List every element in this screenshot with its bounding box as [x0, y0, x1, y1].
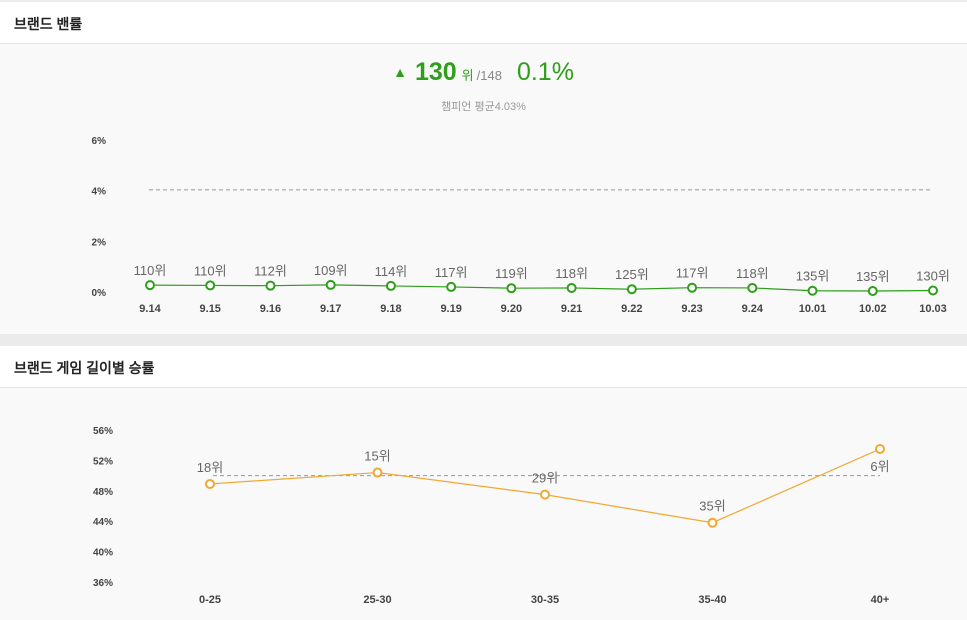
rank-data-label: 135위 — [856, 269, 890, 284]
ban-rate-value: 0.1% — [516, 58, 574, 86]
rank-data-label: 125위 — [615, 267, 649, 282]
data-point — [928, 285, 938, 296]
x-tick-label: 9.14 — [139, 303, 161, 315]
x-tick-label: 10.02 — [859, 303, 887, 315]
data-point — [687, 282, 698, 293]
x-tick-label: 25-30 — [363, 594, 391, 606]
x-tick-label: 9.18 — [380, 303, 401, 315]
rank-data-label: 114위 — [375, 264, 408, 279]
rank-data-label: 112위 — [254, 264, 287, 279]
x-tick-label: 9.21 — [561, 303, 582, 315]
series-line — [149, 284, 934, 292]
data-point — [626, 284, 637, 295]
rank-data-label: 117위 — [435, 265, 468, 280]
x-tick-label: 9.24 — [742, 303, 764, 315]
rank-data-label: 6위 — [870, 459, 889, 474]
ban-rate-panel: 브랜드 밴률 ▲ 130 위 /148 0.1% 챔피언 평균4.03% 0% 2… — [0, 0, 967, 315]
x-tick-label: 35-40 — [698, 594, 726, 606]
rank-data-label: 130위 — [916, 268, 950, 283]
y-tick-label: 2% — [92, 237, 107, 248]
x-tick-label: 9.19 — [440, 303, 461, 315]
game-length-title: 브랜드 게임 길이별 승률 — [14, 360, 155, 376]
y-tick-label: 52% — [93, 456, 113, 467]
rank-data-label: 110위 — [194, 263, 227, 278]
ban-rate-chart: 0% 2% 4% 6% 9.14 9.15 9.16 9.17 9.18 9.19 9.20 9.21… — [92, 136, 950, 315]
x-tick-label: 9.22 — [621, 303, 642, 315]
ban-rate-header: 브랜드 밴률 — [0, 2, 967, 44]
x-tick-label: 30-35 — [531, 594, 559, 606]
x-tick-label: 9.16 — [260, 303, 281, 315]
data-point — [540, 489, 550, 500]
data-point — [205, 478, 215, 489]
game-length-header: 브랜드 게임 길이별 승률 — [0, 346, 967, 388]
data-point — [506, 283, 517, 294]
x-tick-label: 9.17 — [320, 303, 341, 315]
rank-value: 130 — [414, 58, 457, 86]
series-line — [209, 448, 881, 524]
rank-data-label: 15위 — [364, 449, 390, 464]
data-point — [325, 279, 336, 290]
x-tick-label: 0-25 — [199, 594, 221, 606]
data-point — [807, 285, 818, 296]
x-tick-label: 10.01 — [799, 303, 827, 315]
x-tick-label: 9.23 — [681, 303, 702, 315]
champion-average-note: 챔피언 평균4.03% — [441, 101, 526, 113]
x-tick-label: 40+ — [871, 594, 890, 606]
data-point — [205, 280, 216, 291]
rank-data-label: 118위 — [736, 266, 769, 281]
x-tick-label: 9.15 — [200, 303, 221, 315]
rank-data-label: 119위 — [495, 266, 528, 281]
y-tick-label: 0% — [92, 288, 107, 299]
rank-data-label: 117위 — [676, 266, 709, 281]
rank-data-label: 18위 — [197, 460, 223, 475]
game-length-winrate-panel: 브랜드 게임 길이별 승률 36% 40% 44% 48% 52% 56% 0-25 25-3… — [0, 346, 967, 620]
data-point — [875, 444, 885, 454]
data-point — [707, 517, 718, 528]
rank-data-label: 110위 — [134, 263, 167, 278]
y-tick-label: 56% — [93, 426, 113, 437]
ban-rate-title: 브랜드 밴률 — [14, 16, 83, 32]
rank-data-label: 135위 — [796, 269, 830, 284]
section-divider — [0, 334, 967, 347]
data-point — [566, 282, 577, 293]
data-point — [265, 280, 276, 291]
data-point — [372, 467, 383, 478]
data-point — [446, 281, 457, 292]
rank-unit: 위 — [461, 68, 474, 83]
game-length-winrate-chart: 36% 40% 44% 48% 52% 56% 0-25 25-30 30-35 35-40 40+… — [93, 426, 890, 606]
rank-data-label: 118위 — [555, 266, 588, 281]
x-tick-label: 9.20 — [501, 303, 522, 315]
rank-data-label: 29위 — [532, 471, 558, 486]
y-tick-label: 44% — [93, 517, 113, 528]
data-point — [145, 280, 155, 291]
y-tick-label: 48% — [93, 487, 113, 498]
data-point — [867, 285, 878, 296]
y-tick-label: 36% — [93, 578, 113, 589]
rank-data-label: 109위 — [314, 263, 348, 278]
rank-up-arrow-icon: ▲ — [393, 64, 407, 80]
rank-summary: ▲ 130 위 /148 0.1% — [0, 58, 967, 87]
data-point — [385, 280, 396, 291]
y-tick-label: 6% — [92, 136, 107, 147]
rank-data-label: 35위 — [699, 499, 725, 514]
y-tick-label: 40% — [93, 548, 113, 559]
y-tick-label: 4% — [92, 187, 107, 198]
data-point — [747, 282, 758, 293]
x-tick-label: 10.03 — [919, 303, 947, 315]
rank-total: /148 — [476, 68, 502, 83]
